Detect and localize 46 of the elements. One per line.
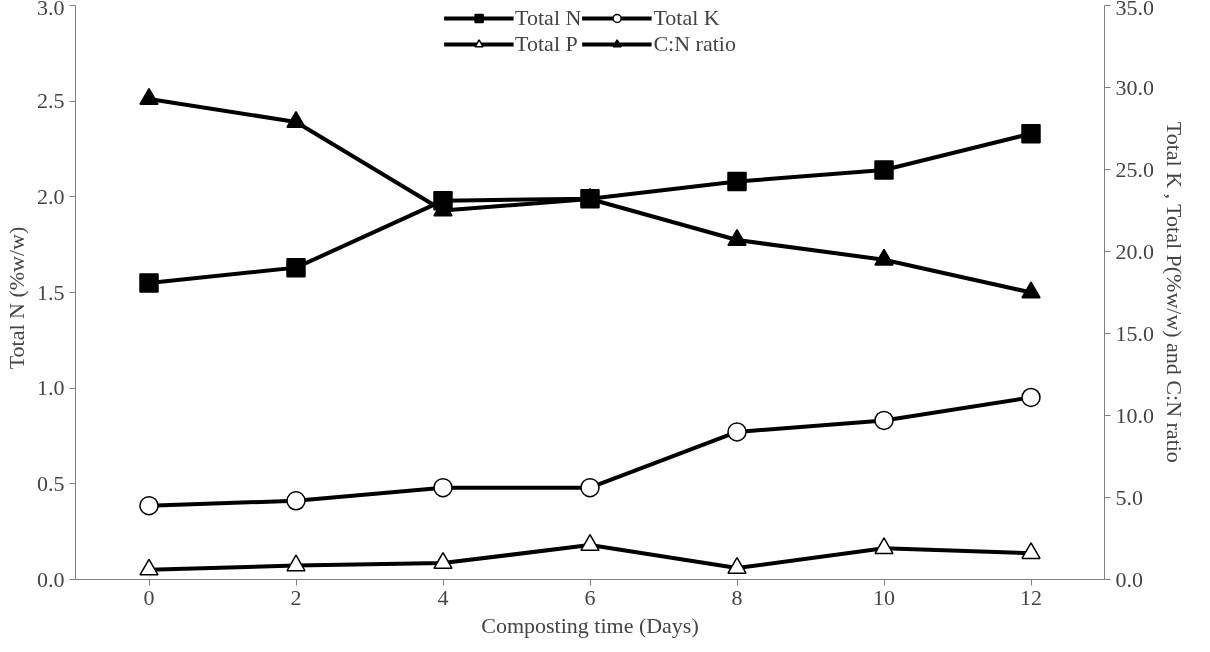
point: [139, 87, 159, 105]
y2-axis-title: Total K , Total P(%w/w) and C:N ratio: [1162, 121, 1187, 463]
legend-label: Total P: [515, 31, 578, 57]
x-tick-label: 6: [584, 584, 596, 610]
legend-label: Total K: [653, 5, 720, 31]
y-tick-label: 2.0: [37, 183, 65, 209]
y2-tick-label: 20.0: [1115, 238, 1154, 264]
point: [433, 551, 453, 570]
y2-tick-label: 15.0: [1115, 320, 1154, 346]
y-tick-label: 1.5: [37, 279, 65, 305]
point: [874, 160, 894, 180]
x-tick-label: 8: [731, 584, 743, 610]
point: [286, 257, 306, 278]
point: [139, 558, 159, 576]
legend-label: Total N: [515, 5, 582, 31]
y2-tick-label: 30.0: [1115, 74, 1154, 100]
point: [874, 248, 894, 266]
x-axis-title: Composting time (Days): [481, 612, 699, 638]
y-tick-label: 1.0: [37, 375, 65, 401]
point: [874, 537, 894, 555]
point: [1021, 123, 1041, 144]
y2-tick-label: 35.0: [1115, 0, 1154, 20]
y2-tick-label: 0.0: [1115, 566, 1143, 592]
y2-tick-label: 25.0: [1115, 156, 1154, 182]
point: [286, 554, 306, 572]
y-tick-label: 0.0: [37, 566, 65, 592]
x-tick-label: 12: [1020, 584, 1042, 610]
point: [727, 556, 747, 574]
y2-tick-label: 10.0: [1115, 402, 1154, 428]
point: [139, 273, 159, 293]
legend-label: C:N ratio: [653, 31, 736, 57]
y-tick-label: 2.5: [37, 88, 65, 114]
y2-tick-label: 5.0: [1115, 484, 1143, 510]
y-tick-label: 3.0: [37, 0, 65, 20]
point: [580, 533, 600, 552]
point: [1021, 542, 1041, 560]
x-tick-label: 2: [290, 584, 302, 610]
y-axis-title: Total N (%w/w): [4, 226, 29, 370]
point: [727, 228, 747, 246]
y-tick-label: 0.5: [37, 470, 65, 496]
point: [286, 110, 306, 128]
x-tick-label: 10: [873, 584, 895, 610]
x-tick-label: 0: [143, 584, 155, 610]
x-tick-label: 4: [437, 584, 449, 610]
point: [1021, 281, 1041, 299]
point: [727, 171, 747, 192]
